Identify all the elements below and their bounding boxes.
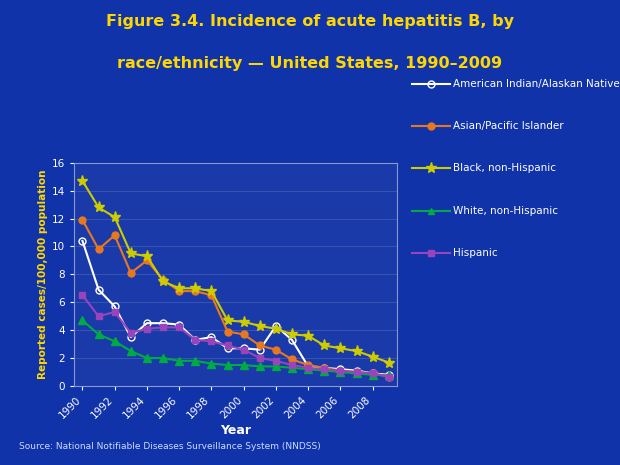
Y-axis label: Reported cases/100,000 population: Reported cases/100,000 population: [38, 170, 48, 379]
X-axis label: Year: Year: [220, 424, 251, 437]
Text: Figure 3.4. Incidence of acute hepatitis B, by: Figure 3.4. Incidence of acute hepatitis…: [106, 14, 514, 29]
Text: White, non-Hispanic: White, non-Hispanic: [453, 206, 557, 216]
Text: Asian/Pacific Islander: Asian/Pacific Islander: [453, 121, 563, 131]
Text: Black, non-Hispanic: Black, non-Hispanic: [453, 163, 556, 173]
Text: American Indian/Alaskan Native: American Indian/Alaskan Native: [453, 79, 619, 89]
Text: race/ethnicity — United States, 1990–2009: race/ethnicity — United States, 1990–200…: [117, 56, 503, 71]
FancyBboxPatch shape: [400, 56, 620, 284]
Text: Hispanic: Hispanic: [453, 248, 497, 258]
Text: Source: National Notifiable Diseases Surveillance System (NNDSS): Source: National Notifiable Diseases Sur…: [19, 442, 321, 451]
